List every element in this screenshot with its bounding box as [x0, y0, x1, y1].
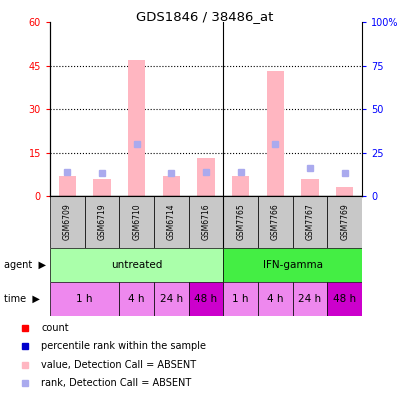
Bar [154, 282, 188, 316]
Text: GSM6716: GSM6716 [201, 204, 210, 240]
Text: 24 h: 24 h [298, 294, 321, 304]
Bar [301, 179, 318, 196]
Bar [231, 176, 249, 196]
Text: 1 h: 1 h [76, 294, 93, 304]
Bar [257, 196, 292, 248]
Bar [93, 179, 110, 196]
Bar [223, 196, 257, 248]
Bar [162, 176, 180, 196]
Text: untreated: untreated [111, 260, 162, 270]
Bar [223, 248, 361, 282]
Text: percentile rank within the sample: percentile rank within the sample [41, 341, 205, 351]
Bar [188, 282, 223, 316]
Bar [292, 196, 326, 248]
Bar [292, 282, 326, 316]
Text: 4 h: 4 h [266, 294, 283, 304]
Text: GSM7765: GSM7765 [236, 204, 245, 240]
Bar [119, 196, 154, 248]
Text: 24 h: 24 h [160, 294, 182, 304]
Bar [50, 282, 119, 316]
Text: GSM6709: GSM6709 [63, 204, 72, 240]
Bar [197, 158, 214, 196]
Text: 4 h: 4 h [128, 294, 144, 304]
Bar [188, 196, 223, 248]
Bar [50, 248, 223, 282]
Text: time  ▶: time ▶ [4, 294, 40, 304]
Bar [326, 196, 361, 248]
Text: count: count [41, 323, 68, 333]
Text: GSM7769: GSM7769 [339, 204, 348, 240]
Bar [335, 187, 353, 196]
Bar [223, 282, 257, 316]
Text: agent  ▶: agent ▶ [4, 260, 46, 270]
Text: GDS1846 / 38486_at: GDS1846 / 38486_at [136, 10, 273, 23]
Text: value, Detection Call = ABSENT: value, Detection Call = ABSENT [41, 360, 196, 370]
Text: 48 h: 48 h [332, 294, 355, 304]
Bar [326, 282, 361, 316]
Text: IFN-gamma: IFN-gamma [262, 260, 322, 270]
Text: GSM7767: GSM7767 [305, 204, 314, 240]
Bar [50, 196, 85, 248]
Text: GSM6719: GSM6719 [97, 204, 106, 240]
Text: GSM6710: GSM6710 [132, 204, 141, 240]
Bar [128, 60, 145, 196]
Text: 48 h: 48 h [194, 294, 217, 304]
Bar [119, 282, 154, 316]
Bar [257, 282, 292, 316]
Text: 1 h: 1 h [232, 294, 248, 304]
Bar [85, 196, 119, 248]
Text: GSM6714: GSM6714 [166, 204, 175, 240]
Text: GSM7766: GSM7766 [270, 204, 279, 240]
Bar [58, 176, 76, 196]
Text: rank, Detection Call = ABSENT: rank, Detection Call = ABSENT [41, 378, 191, 388]
Bar [154, 196, 188, 248]
Bar [266, 71, 283, 196]
